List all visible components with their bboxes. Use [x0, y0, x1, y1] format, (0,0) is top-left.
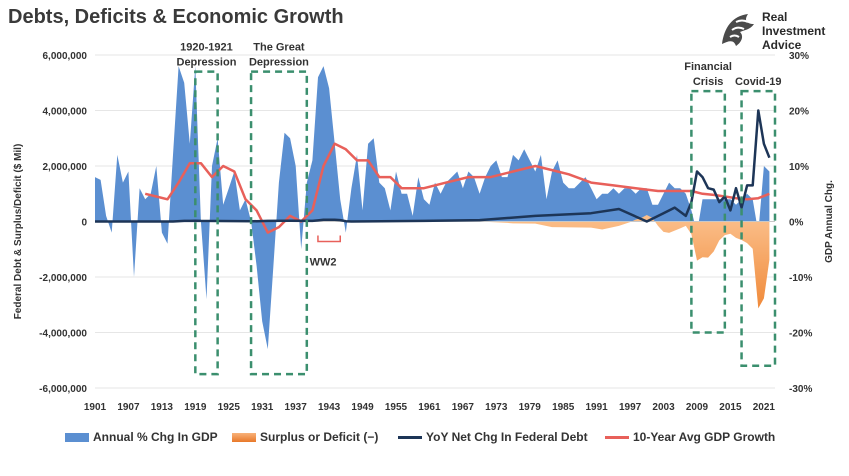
- x-tick-label: 1937: [285, 402, 308, 413]
- x-tick-label: 2003: [652, 402, 675, 413]
- x-tick-label: 1925: [218, 402, 241, 413]
- chart-title: Debts, Deficits & Economic Growth: [8, 6, 344, 28]
- legend-item-gdp: Annual % Chg In GDP: [65, 430, 218, 444]
- y-right-tick-label: 30%: [789, 51, 809, 62]
- annotation-label: Financial: [684, 61, 732, 73]
- x-tick-label: 1991: [586, 402, 609, 413]
- ww2-annotation-layer: WW2: [310, 235, 341, 269]
- annotation-label: Depression: [177, 57, 237, 69]
- y-left-tick-label: -6,000,000: [39, 384, 87, 395]
- y-left-tick-label: 2,000,000: [43, 162, 88, 173]
- y-right-axis-title: GDP Annual Chg.: [824, 180, 835, 263]
- x-tick-label: 1943: [318, 402, 341, 413]
- x-tick-label: 1907: [117, 402, 140, 413]
- y-left-axis-title: Federal Debt & Surplus/Deficit ($ Mil): [13, 144, 24, 320]
- annotation-box: [194, 70, 219, 376]
- x-tick-label: 1931: [251, 402, 274, 413]
- brand-line-1: Real: [762, 10, 788, 24]
- y-left-tick-label: 4,000,000: [43, 107, 88, 118]
- y-right-tick-label: 10%: [789, 162, 809, 173]
- x-tick-label: 1961: [418, 402, 441, 413]
- x-tick-label: 1985: [552, 402, 575, 413]
- eagle-head-icon: [722, 14, 754, 46]
- y-left-tick-label: -4,000,000: [39, 329, 87, 340]
- avg-growth-line-layer: [144, 142, 770, 234]
- axis-layer: 6,000,000 4,000,000 2,000,000 0 -2,000,000 -4…: [13, 51, 835, 413]
- y-left-tick-label: 0: [81, 218, 87, 229]
- annotation-label: Crisis: [693, 76, 724, 88]
- x-tick-label: 1919: [184, 402, 207, 413]
- x-tick-label: 1949: [351, 402, 374, 413]
- federal-debt-change-line: [95, 109, 771, 223]
- annotation-box: [690, 89, 727, 334]
- x-tick-label: 1997: [619, 402, 642, 413]
- brand-line-3: Advice: [762, 38, 802, 52]
- annotation-label: The Great: [253, 42, 305, 54]
- legend-item-debt: YoY Net Chg In Federal Debt: [398, 430, 588, 444]
- avg-gdp-growth-line: [144, 142, 770, 234]
- y-left-tick-label: -2,000,000: [39, 273, 87, 284]
- ww2-bracket: [317, 235, 341, 243]
- annotation-box: [249, 70, 309, 376]
- annotation-label: Depression: [249, 57, 309, 69]
- x-tick-label: 1973: [485, 402, 508, 413]
- legend-swatch-gdp: [65, 432, 89, 442]
- y-right-tick-label: -20%: [789, 329, 812, 340]
- y-left-tick-label: 6,000,000: [43, 51, 88, 62]
- annotation-label: 1920-1921: [180, 42, 233, 54]
- annotation-box-layer: 1920-1921 Depression The Great Depression Fi…: [177, 42, 782, 376]
- x-tick-label: 2021: [753, 402, 776, 413]
- legend-item-surplus: Surplus or Deficit (−): [232, 430, 378, 444]
- x-tick-label: 1955: [385, 402, 408, 413]
- legend-swatch-debt: [398, 435, 422, 439]
- x-tick-label: 1913: [151, 402, 174, 413]
- annotation-box: [740, 89, 777, 368]
- legend-label-gdp: Annual % Chg In GDP: [93, 430, 218, 444]
- x-tick-label: 2015: [719, 402, 742, 413]
- chart-legend: Annual % Chg In GDP Surplus or Deficit (…: [60, 430, 840, 448]
- brand-logo: Real Investment Advice: [718, 10, 843, 56]
- x-tick-label: 1967: [452, 402, 475, 413]
- x-tick-label: 1901: [84, 402, 107, 413]
- x-tick-label: 1979: [519, 402, 542, 413]
- x-tick-label: 2009: [686, 402, 709, 413]
- legend-label-avg: 10-Year Avg GDP Growth: [633, 430, 776, 444]
- legend-swatch-avg: [605, 435, 629, 439]
- surplus-deficit-area: [95, 215, 770, 309]
- brand-line-2: Investment: [762, 24, 826, 38]
- y-right-tick-label: -10%: [789, 273, 812, 284]
- debt-line-layer: [95, 109, 771, 223]
- y-right-tick-label: 0%: [789, 218, 804, 229]
- legend-item-avg: 10-Year Avg GDP Growth: [605, 430, 775, 444]
- ww2-label: WW2: [310, 257, 337, 269]
- y-right-tick-label: 20%: [789, 107, 809, 118]
- brand-name: Real Investment Advice: [762, 10, 825, 52]
- gdp-area: [95, 66, 770, 350]
- gdp-area-layer: [95, 66, 770, 350]
- legend-label-surplus: Surplus or Deficit (−): [260, 430, 379, 444]
- legend-label-debt: YoY Net Chg In Federal Debt: [426, 430, 588, 444]
- annotation-label: Covid-19: [735, 76, 781, 88]
- legend-swatch-surplus: [232, 432, 256, 442]
- y-right-tick-label: -30%: [789, 384, 812, 395]
- surplus-area-layer: [95, 215, 770, 309]
